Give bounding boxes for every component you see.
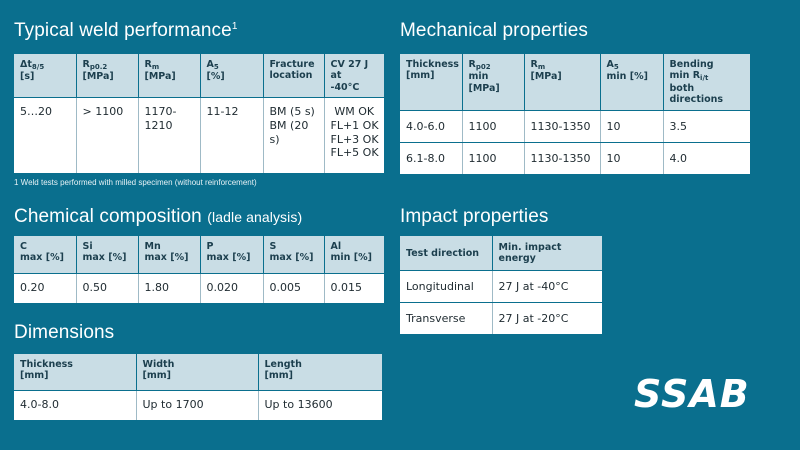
dimensions-header-length: Length [mm] [258,354,382,391]
weld-performance-title: Typical weld performance1 [14,20,238,42]
chemical-p-value: 0.020 [200,273,264,304]
dimensions-table: Thickness [mm] Width [mm] Length [mm] 4.0-8… [14,354,382,421]
weld-header-rm: Rm [MPa] [138,54,201,99]
weld-header-delta-t: Δt8/5 [s] [14,54,77,99]
weld-header-rp: Rp0.2 [MPa] [76,54,139,99]
mechanical-thickness-value: 6.1-8.0 [400,142,463,175]
weld-rp-value: > 1100 [76,97,139,175]
weld-header-fracture: Fracture location [263,54,325,99]
table-row: 5…20 > 1100 1170- 1210 11-12 BM (5 s) BM (… [14,97,384,175]
chemical-mn-value: 1.80 [138,273,201,304]
table-row: 4.0-8.0 Up to 1700 Up to 13600 [14,390,382,421]
chemical-header-mn: Mn max [%] [138,236,201,274]
impact-direction-value: Transverse [400,302,493,335]
dimensions-length-value: Up to 13600 [258,390,382,421]
table-row: Longitudinal 27 J at -40°C [400,270,602,303]
chemical-composition-subtitle: (ladle analysis) [207,209,303,225]
chemical-al-value: 0.015 [324,273,384,304]
weld-delta-t-value: 5…20 [14,97,77,175]
mechanical-bending-value: 3.5 [663,110,750,143]
impact-header-energy: Min. impact energy [492,236,602,271]
mechanical-thickness-value: 4.0-6.0 [400,110,463,143]
impact-energy-value: 27 J at -20°C [492,302,602,335]
weld-cv-value: WM OK FL+1 OK FL+3 OK FL+5 OK [324,97,384,175]
table-row: 4.0-6.0 1100 1130-1350 10 3.5 [400,110,750,143]
table-row: Transverse 27 J at -20°C [400,302,602,335]
dimensions-width-value: Up to 1700 [136,390,259,421]
impact-header-direction: Test direction [400,236,493,271]
weld-header-a: A5 [%] [200,54,264,99]
mechanical-header-rp: Rp02 min [MPa] [462,54,525,111]
mechanical-header-a: A5 min [%] [600,54,664,111]
dimensions-header-row: Thickness [mm] Width [mm] Length [mm] [14,354,382,391]
mechanical-rp-value: 1100 [462,110,525,143]
weld-performance-title-text: Typical weld performance [14,20,232,41]
mechanical-properties-table: Thickness [mm] Rp02 min [MPa] Rm [MPa] A5 mi… [400,54,750,175]
mechanical-properties-title: Mechanical properties [400,20,588,41]
mechanical-a-value: 10 [600,110,664,143]
weld-performance-table: Δt8/5 [s] Rp0.2 [MPa] Rm [MPa] A5 [%] Fractu… [14,54,384,175]
impact-properties-title: Impact properties [400,206,549,227]
weld-footnote: 1 Weld tests performed with milled speci… [14,178,257,187]
chemical-header-si: Si max [%] [76,236,139,274]
chemical-s-value: 0.005 [263,273,325,304]
weld-a-value: 11-12 [200,97,264,175]
weld-footnote-marker: 1 [231,21,238,32]
mechanical-bending-value: 4.0 [663,142,750,175]
impact-energy-value: 27 J at -40°C [492,270,602,303]
dimensions-title: Dimensions [14,322,115,343]
chemical-header-al: Al min [%] [324,236,384,274]
chemical-si-value: 0.50 [76,273,139,304]
weld-rm-value: 1170- 1210 [138,97,201,175]
dimensions-thickness-value: 4.0-8.0 [14,390,137,421]
impact-properties-table: Test direction Min. impact energy Longit… [400,236,602,335]
mechanical-header-row: Thickness [mm] Rp02 min [MPa] Rm [MPa] A5 mi… [400,54,750,111]
weld-fracture-value: BM (5 s) BM (20 s) [263,97,325,175]
chemical-composition-title: Chemical composition (ladle analysis) [14,206,302,228]
ssab-logo: SSAB [634,372,750,416]
impact-direction-value: Longitudinal [400,270,493,303]
dimensions-header-thickness: Thickness [mm] [14,354,137,391]
mechanical-header-rm: Rm [MPa] [524,54,601,111]
mechanical-header-thickness: Thickness [mm] [400,54,463,111]
mechanical-rm-value: 1130-1350 [524,142,601,175]
mechanical-a-value: 10 [600,142,664,175]
dimensions-header-width: Width [mm] [136,354,259,391]
mechanical-rp-value: 1100 [462,142,525,175]
mechanical-header-bending: Bending min Ri/t both directions [663,54,750,111]
weld-header-cv: CV 27 J at -40°C [324,54,384,99]
impact-header-row: Test direction Min. impact energy [400,236,602,271]
table-row: 0.20 0.50 1.80 0.020 0.005 0.015 [14,273,384,304]
table-row: 6.1-8.0 1100 1130-1350 10 4.0 [400,142,750,175]
chemical-composition-title-text: Chemical composition [14,206,202,227]
weld-header-row: Δt8/5 [s] Rp0.2 [MPa] Rm [MPa] A5 [%] Fractu… [14,54,384,99]
chemical-c-value: 0.20 [14,273,77,304]
mechanical-rm-value: 1130-1350 [524,110,601,143]
